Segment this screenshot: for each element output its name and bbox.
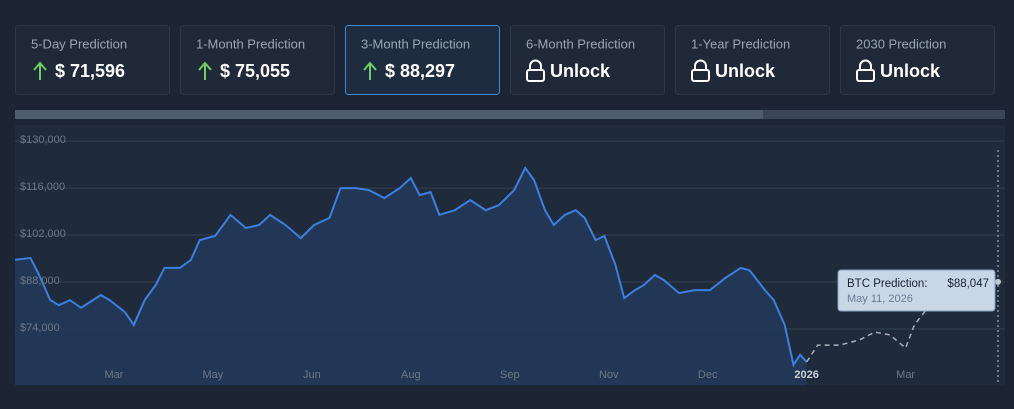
tooltip-date: May 11, 2026: [847, 293, 913, 305]
card-value: Unlock: [880, 61, 941, 81]
x-tick-label: Nov: [599, 369, 619, 381]
y-tick-label: $88,000: [20, 275, 60, 287]
card-label: 1-Year Prediction: [691, 36, 790, 51]
prediction-card[interactable]: 3-Month Prediction $ 88,297: [345, 25, 500, 95]
y-tick-label: $102,000: [20, 228, 66, 240]
prediction-card[interactable]: 1-Month Prediction $ 75,055: [180, 25, 335, 95]
lock-icon: [856, 69, 875, 82]
lock-shackle: [694, 59, 707, 70]
price-line: [14, 165, 808, 368]
x-tick-label: Mar: [104, 369, 123, 381]
card-value: $ 88,297: [385, 61, 455, 81]
tooltip-box: [837, 269, 996, 312]
card-box: [675, 25, 830, 95]
card-label: 1-Month Prediction: [196, 36, 305, 51]
x-tick-label: 2026: [794, 369, 818, 381]
x-tick-label: May: [203, 369, 224, 381]
up-arrow-icon: [363, 61, 377, 80]
area: [15, 167, 807, 385]
lock-icon: [526, 69, 545, 82]
x-tick-label: Aug: [401, 369, 421, 381]
card-box: [15, 25, 170, 95]
prediction-card[interactable]: 6-Month Prediction Unlock: [510, 25, 665, 95]
tooltip-label: BTC Prediction:: [847, 278, 928, 290]
up-arrow-icon: [198, 61, 212, 80]
lock-shackle: [859, 59, 872, 70]
card-box: [510, 25, 665, 95]
card-value: Unlock: [715, 61, 776, 81]
x-tick-label: Dec: [698, 369, 718, 381]
card-box: [345, 25, 500, 95]
hover-point: [995, 278, 1001, 285]
prediction-card[interactable]: 1-Year Prediction Unlock: [675, 25, 830, 95]
y-tick-label: $130,000: [20, 134, 66, 146]
tooltip-value: $88,047: [947, 278, 989, 290]
card-label: 5-Day Prediction: [31, 36, 127, 51]
prediction-card[interactable]: 5-Day Prediction $ 71,596: [15, 25, 170, 95]
card-value: $ 71,596: [55, 61, 125, 81]
up-arrow-icon: [33, 61, 47, 80]
card-value: $ 75,055: [220, 61, 290, 81]
card-box: [180, 25, 335, 95]
card-value: Unlock: [550, 61, 611, 81]
lock-icon: [691, 69, 710, 82]
card-label: 3-Month Prediction: [361, 36, 470, 51]
y-tick-label: $116,000: [20, 181, 65, 193]
prediction-card[interactable]: 2030 Prediction Unlock: [840, 25, 995, 95]
card-label: 6-Month Prediction: [526, 36, 635, 51]
card-box: [840, 25, 995, 95]
x-tick-label: Jun: [303, 369, 321, 381]
x-tick-label: Mar: [896, 369, 915, 381]
lock-shackle: [529, 59, 542, 70]
progress-fill: [15, 110, 763, 119]
x-tick-label: Sep: [500, 369, 520, 381]
y-tick-label: $74,000: [20, 322, 60, 334]
card-label: 2030 Prediction: [856, 36, 946, 51]
